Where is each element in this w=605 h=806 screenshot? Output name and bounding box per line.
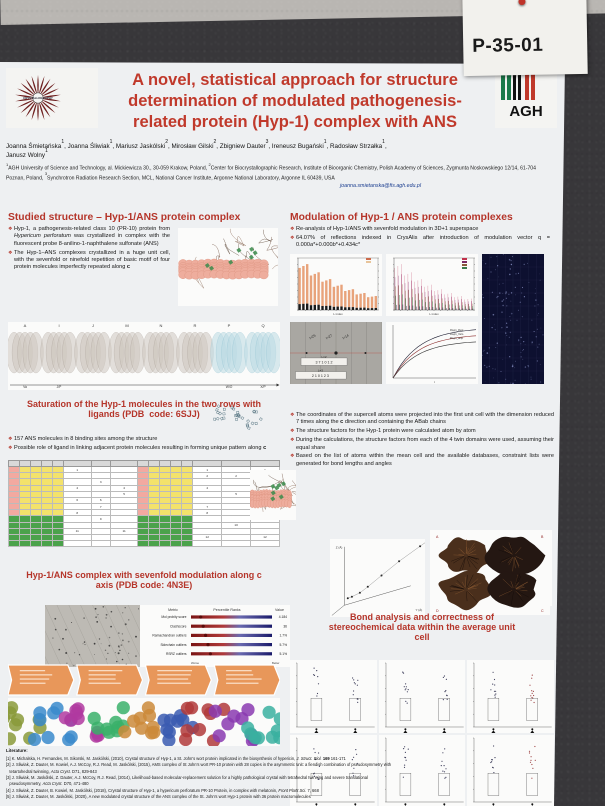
svg-text:Rwp1_Xelo: Rwp1_Xelo — [450, 332, 464, 336]
svg-text:Percentile Ranks: Percentile Ranks — [213, 608, 240, 612]
svg-text:CRYSTALLOGRAPHY: CRYSTALLOGRAPHY — [23, 96, 53, 100]
svg-text:36: 36 — [283, 624, 287, 628]
svg-text:3 7 1 0 1 2: 3 7 1 0 1 2 — [316, 360, 333, 364]
svg-text:2 1 0 1 2 3: 2 1 0 1 2 3 — [312, 374, 329, 378]
svg-text:I: I — [58, 323, 59, 328]
svg-text:Value: Value — [275, 608, 284, 612]
svg-text:W/O: W/O — [226, 385, 233, 389]
svg-text:M: M — [125, 323, 128, 328]
svg-text:L=3: L=3 — [318, 368, 323, 372]
svg-text:4.184: 4.184 — [279, 615, 287, 619]
svg-text:5.1%: 5.1% — [279, 652, 287, 656]
svg-text:L index: L index — [333, 312, 343, 316]
svg-text:AGH: AGH — [509, 103, 542, 120]
svg-text:R: R — [194, 323, 197, 328]
svg-text:N: N — [160, 323, 163, 328]
svg-text:L index: L index — [429, 312, 439, 316]
svg-text:Metric: Metric — [168, 608, 178, 612]
svg-text:Mol probity score: Mol probity score — [161, 615, 186, 619]
svg-text:Z (Å): Z (Å) — [336, 544, 343, 549]
svg-text:P: P — [228, 323, 231, 328]
svg-text:Rwp1_amp: Rwp1_amp — [450, 336, 464, 340]
svg-text:Rwp1_Rest: Rwp1_Rest — [450, 328, 464, 332]
svg-text:X/P: X/P — [260, 385, 266, 389]
svg-text:Sidechain outliers: Sidechain outliers — [160, 643, 186, 647]
svg-text:1.7%: 1.7% — [279, 634, 287, 638]
svg-text:Clashscore: Clashscore — [170, 624, 187, 628]
svg-text:L=2: L=2 — [321, 355, 326, 359]
svg-text:Ramachandran outliers: Ramachandran outliers — [152, 634, 186, 638]
svg-text:Q: Q — [261, 323, 264, 328]
svg-text:J/P: J/P — [57, 385, 63, 389]
svg-text:RSRZ outliers: RSRZ outliers — [166, 652, 187, 656]
svg-text:Y (Å): Y (Å) — [416, 607, 423, 612]
svg-text:J: J — [92, 323, 94, 328]
svg-text:A: A — [24, 323, 27, 328]
svg-text:5.7%: 5.7% — [279, 643, 287, 647]
svg-text:Va: Va — [23, 385, 27, 389]
